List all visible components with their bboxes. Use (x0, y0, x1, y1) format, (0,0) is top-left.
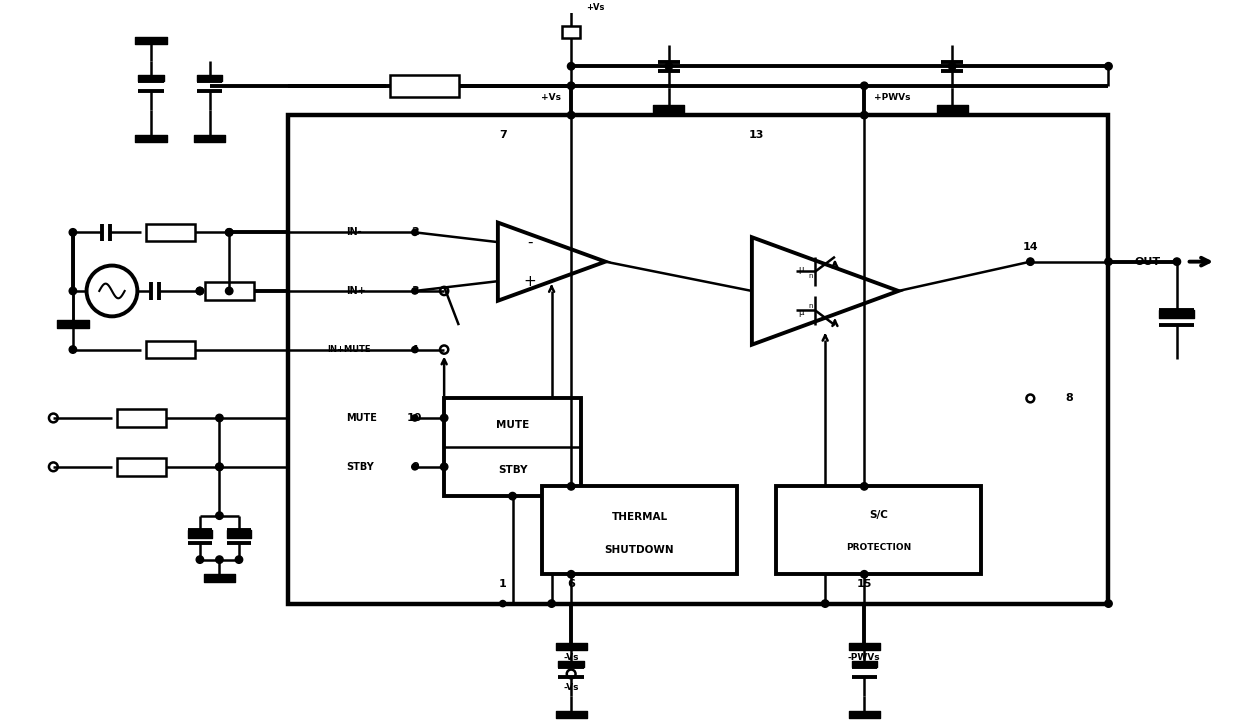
Text: +Vs: +Vs (585, 3, 604, 12)
Circle shape (412, 415, 418, 421)
Bar (542, 486, 738, 574)
Circle shape (1105, 600, 1112, 608)
Circle shape (216, 463, 223, 471)
Text: 13: 13 (749, 130, 765, 140)
Circle shape (226, 287, 233, 294)
Text: 8: 8 (1065, 394, 1074, 403)
Circle shape (665, 62, 672, 70)
Circle shape (412, 464, 418, 470)
Text: 6: 6 (567, 579, 575, 589)
Circle shape (568, 571, 575, 578)
Text: n: n (808, 302, 812, 309)
Circle shape (216, 463, 223, 471)
Bar (288, 115, 1109, 604)
Circle shape (861, 82, 868, 89)
Circle shape (1027, 258, 1034, 265)
Text: -: - (527, 235, 533, 249)
Bar (391, 75, 459, 96)
Text: IN+: IN+ (346, 286, 366, 296)
Circle shape (568, 483, 575, 490)
Text: +PWVs: +PWVs (874, 93, 910, 102)
Circle shape (196, 287, 203, 294)
Text: 10: 10 (407, 413, 423, 423)
Circle shape (69, 287, 77, 294)
Circle shape (1105, 62, 1112, 70)
Circle shape (949, 62, 956, 70)
Text: 7: 7 (498, 130, 507, 140)
Circle shape (412, 229, 418, 236)
Circle shape (568, 62, 575, 70)
Circle shape (861, 483, 868, 490)
Circle shape (412, 347, 418, 352)
Text: n: n (808, 273, 812, 279)
Bar (146, 341, 195, 358)
Circle shape (861, 112, 868, 119)
Circle shape (568, 112, 575, 119)
Circle shape (216, 556, 223, 563)
Text: μ: μ (799, 265, 804, 274)
Text: STBY: STBY (346, 462, 374, 472)
Text: -Vs: -Vs (563, 683, 579, 692)
Text: 4: 4 (410, 344, 419, 355)
Text: S/C: S/C (869, 510, 888, 521)
Bar (444, 399, 580, 496)
Text: -Vs: -Vs (563, 652, 579, 662)
Text: THERMAL: THERMAL (611, 512, 667, 522)
Circle shape (1105, 258, 1112, 265)
Text: 2: 2 (410, 228, 419, 237)
Text: STBY: STBY (497, 465, 527, 475)
Circle shape (821, 600, 828, 608)
Circle shape (69, 228, 77, 236)
Text: 14: 14 (1023, 242, 1038, 252)
Text: 1: 1 (498, 579, 507, 589)
Circle shape (1173, 258, 1180, 265)
Text: IN+MUTE: IN+MUTE (327, 345, 371, 354)
Circle shape (440, 414, 448, 422)
Text: MUTE: MUTE (496, 420, 529, 430)
Text: IN-: IN- (346, 228, 362, 237)
Bar (146, 223, 195, 241)
Bar (117, 409, 166, 427)
Circle shape (236, 556, 243, 563)
Bar (205, 282, 254, 299)
Bar (117, 458, 166, 476)
Text: MUTE: MUTE (346, 413, 377, 423)
Text: 15: 15 (857, 579, 872, 589)
Circle shape (196, 287, 203, 294)
Text: μ: μ (799, 308, 804, 317)
Text: -PWVs: -PWVs (848, 652, 880, 662)
Circle shape (1027, 259, 1033, 265)
Text: OUT: OUT (1135, 257, 1161, 267)
Circle shape (216, 414, 223, 422)
Bar (776, 486, 982, 574)
Circle shape (440, 463, 448, 471)
Circle shape (548, 600, 556, 608)
Text: +Vs: +Vs (542, 93, 562, 102)
Circle shape (412, 288, 418, 294)
Bar (563, 25, 580, 38)
Circle shape (69, 346, 77, 353)
Circle shape (226, 228, 233, 236)
Circle shape (196, 556, 203, 563)
Circle shape (861, 571, 868, 578)
Circle shape (216, 512, 223, 519)
Text: +: + (523, 274, 537, 289)
Circle shape (568, 82, 575, 89)
Circle shape (226, 228, 233, 236)
Text: 3: 3 (410, 286, 419, 296)
Text: SHUTDOWN: SHUTDOWN (605, 544, 675, 555)
Text: PROTECTION: PROTECTION (846, 544, 911, 552)
Text: 9: 9 (410, 462, 419, 472)
Circle shape (508, 492, 516, 500)
Circle shape (500, 600, 506, 607)
